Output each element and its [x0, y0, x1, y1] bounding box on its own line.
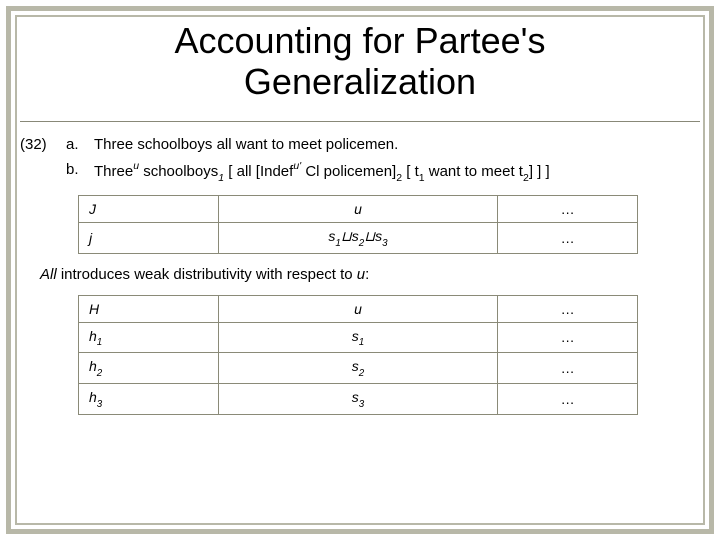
t2-r3-c1: h2	[79, 353, 219, 384]
t1-r2-c1: j	[79, 222, 219, 253]
table-row: h1 s1 …	[79, 322, 638, 353]
h: h	[89, 389, 97, 405]
hsub: 2	[97, 368, 102, 379]
t1-r2-c2: s1⊔s2⊔s3	[218, 222, 498, 253]
sq2: ⊔	[364, 228, 375, 244]
table-row: h2 s2 …	[79, 353, 638, 384]
distributivity-intro: All introduces weak distributivity with …	[40, 266, 700, 283]
ssub: 2	[359, 368, 364, 379]
b-sub4: 2	[523, 172, 529, 184]
t2-r2-c3: …	[498, 322, 638, 353]
ssub: 1	[359, 337, 364, 348]
hsub: 1	[97, 337, 102, 348]
example-b-text: Threeu schoolboys1 [ all [Indefu' Cl pol…	[94, 161, 700, 183]
t2-r3-c2: s2	[218, 353, 497, 384]
intro-u: u	[357, 266, 365, 283]
intro-rest: introduces weak distributivity with resp…	[57, 266, 357, 283]
sq1: ⊔	[341, 228, 352, 244]
s2sub: 2	[359, 238, 364, 249]
b-sup2: u'	[293, 160, 301, 172]
example-number-blank	[20, 161, 66, 183]
b-sub3: 1	[419, 172, 425, 184]
t1-r1-c2: u	[218, 195, 498, 222]
b-mid2: [ all [Indef	[224, 163, 293, 180]
b-mid1: schoolboys	[139, 163, 218, 180]
slide-content: Accounting for Partee's Generalization (…	[20, 20, 700, 520]
table-j: J u … j s1⊔s2⊔s3 …	[78, 195, 638, 254]
s: s	[352, 358, 359, 374]
s2: s	[352, 228, 359, 244]
example-a-letter: a.	[66, 136, 94, 153]
intro-tail: :	[365, 266, 369, 283]
example-b-letter: b.	[66, 161, 94, 183]
b-mid4: [ t	[402, 163, 419, 180]
example-a: (32) a. Three schoolboys all want to mee…	[20, 136, 700, 153]
h: h	[89, 358, 97, 374]
b-mid3: Cl policemen]	[301, 163, 396, 180]
t2-r1-c1: H	[79, 295, 219, 322]
b-sub2: 2	[396, 172, 402, 184]
h: h	[89, 328, 97, 344]
hsub: 3	[97, 399, 102, 410]
b-prefix: Three	[94, 163, 133, 180]
t1-r1-c1: J	[79, 195, 219, 222]
table-row: J u …	[79, 195, 638, 222]
title-line-2: Generalization	[244, 61, 476, 102]
intro-all: All	[40, 266, 57, 283]
b-mid5: want to meet t	[425, 163, 523, 180]
divider	[20, 121, 700, 122]
b-suffix: ] ] ]	[529, 163, 550, 180]
t1-r1-c3: …	[498, 195, 638, 222]
table-row: j s1⊔s2⊔s3 …	[79, 222, 638, 253]
t2-r1-c3: …	[498, 295, 638, 322]
ssub: 3	[359, 399, 364, 410]
example-b: b. Threeu schoolboys1 [ all [Indefu' Cl …	[20, 161, 700, 183]
s: s	[352, 328, 359, 344]
t2-r1-c2: u	[218, 295, 497, 322]
t2-r3-c3: …	[498, 353, 638, 384]
t2-r2-c2: s1	[218, 322, 497, 353]
table-h: H u … h1 s1 … h2 s2 … h3 s3 …	[78, 295, 638, 415]
example-a-text: Three schoolboys all want to meet police…	[94, 136, 700, 153]
b-sub1: 1	[218, 172, 224, 184]
table-row: H u …	[79, 295, 638, 322]
t2-r4-c2: s3	[218, 384, 497, 415]
t1-r2-c3: …	[498, 222, 638, 253]
s3sub: 3	[382, 238, 387, 249]
s: s	[352, 389, 359, 405]
t2-r4-c3: …	[498, 384, 638, 415]
s1sub: 1	[335, 238, 340, 249]
t2-r2-c1: h1	[79, 322, 219, 353]
slide-title: Accounting for Partee's Generalization	[20, 20, 700, 103]
t2-r4-c1: h3	[79, 384, 219, 415]
title-line-1: Accounting for Partee's	[174, 20, 545, 61]
example-number: (32)	[20, 136, 66, 153]
table-row: h3 s3 …	[79, 384, 638, 415]
b-sup1: u	[133, 160, 139, 172]
